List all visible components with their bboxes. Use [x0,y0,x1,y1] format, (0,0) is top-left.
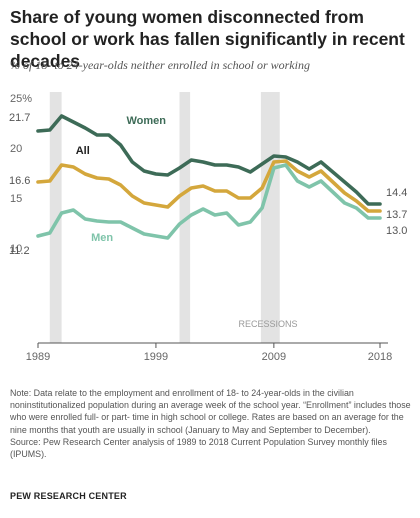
first-value-label: 16.6 [9,175,30,187]
first-value-label: 21.7 [9,112,30,124]
last-value-label: 13.0 [386,225,407,237]
y-tick-label: 20 [10,143,22,155]
series-label-women: Women [126,115,166,127]
series-line-men [36,163,382,240]
chart-notes: Note: Data relate to the employment and … [10,387,414,460]
recession-label: RECESSIONS [238,319,297,329]
chart-subtitle: % of 18- to 24-year-olds neither enrolle… [10,58,310,72]
last-value-label: 13.7 [386,209,407,221]
chart-title: Share of young women disconnected from s… [10,7,405,71]
x-tick-label: 1989 [26,351,50,363]
organization-label: PEW RESEARCH CENTER [10,491,127,501]
last-value-label: 14.4 [386,187,407,199]
y-tick-label: 15 [10,193,22,205]
recession-band [49,92,62,343]
note-text: Note: Data relate to the employment and … [10,388,411,435]
series-line-women [36,114,382,206]
x-tick-label: 2018 [368,351,392,363]
recession-band [260,92,280,343]
x-tick-label: 2009 [262,351,286,363]
chart-axes: 25% 20 15 10 1989 1999 2009 2018 [10,93,392,363]
y-tick-label: 25% [10,93,32,105]
series-lines [36,114,382,240]
source-text: Source: Pew Research Center analysis of … [10,436,387,460]
y-tick-label: 10 [10,243,22,255]
recession-band [179,92,191,343]
series-label-all: All [76,145,90,157]
line-chart: 25% 20 15 10 1989 1999 2009 2018 RECESSIONS Wome… [9,92,407,363]
first-value-label: 11.2 [9,245,30,257]
series-line-all [36,159,382,213]
x-tick-label: 1999 [144,351,168,363]
chart-labels: RECESSIONS Women All Men 21.7 14.4 16.6 13.7 11.… [9,112,407,329]
series-label-men: Men [91,232,113,244]
